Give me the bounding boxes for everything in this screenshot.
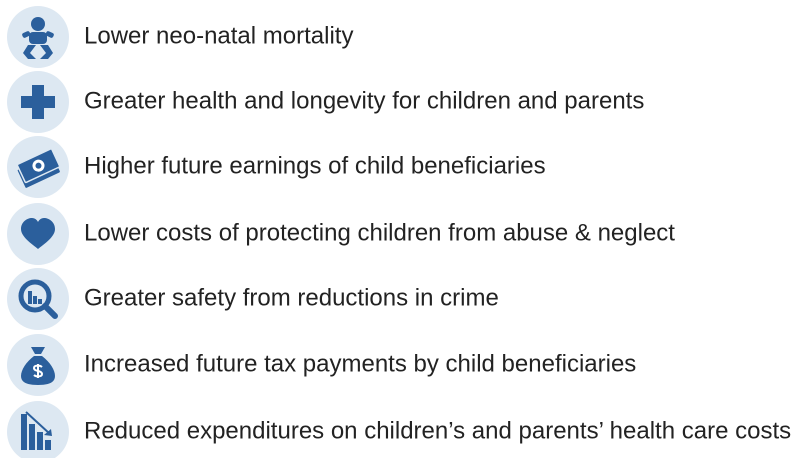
icon-money-bag (7, 334, 69, 396)
icon-money (7, 136, 69, 198)
icon-cross (7, 71, 69, 133)
item-text: Lower costs of protecting children from … (84, 219, 675, 246)
item-text: Increased future tax payments by child b… (84, 350, 636, 377)
icon-heart (7, 203, 69, 265)
item-text: Lower neo-natal mortality (84, 22, 353, 49)
icon-baby (7, 6, 69, 68)
labels: Lower neo-natal mortality Greater health … (84, 22, 791, 444)
item-text: Greater health and longevity for childre… (84, 87, 644, 114)
icon-bars-down (7, 401, 69, 458)
item-text: Greater safety from reductions in crime (84, 284, 499, 311)
item-text: Higher future earnings of child benefici… (84, 152, 546, 179)
item-text: Reduced expenditures on children’s and p… (84, 417, 791, 444)
icon-magnifier (7, 268, 69, 330)
